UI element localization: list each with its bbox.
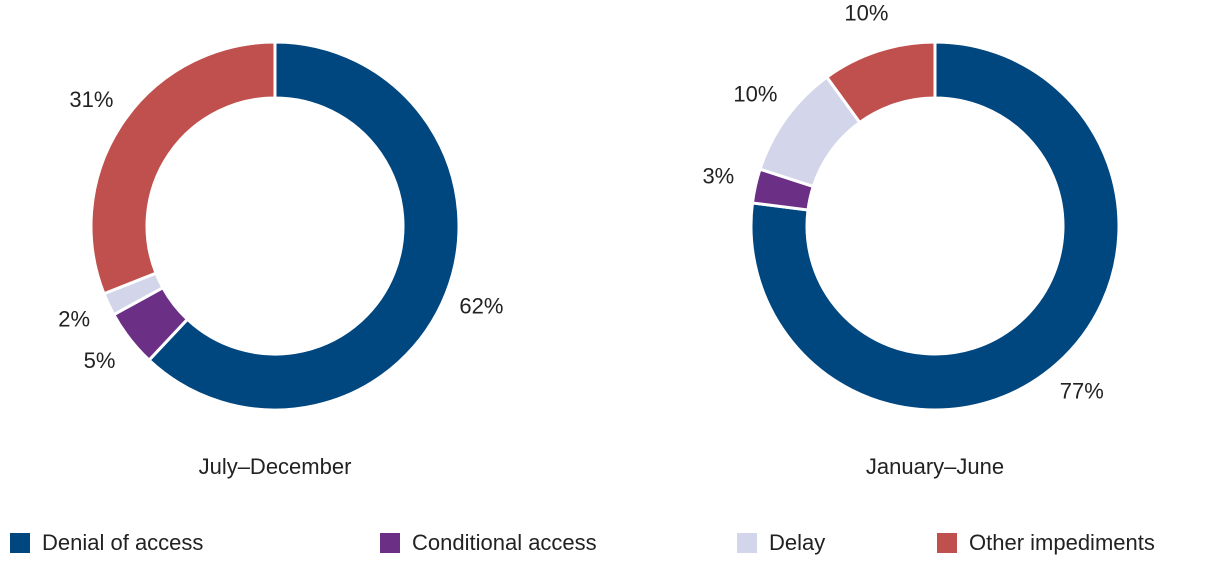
donut-slice (146, 40, 461, 412)
slice-label: 77% (1060, 378, 1104, 403)
donut-slice (89, 40, 277, 296)
donut-slice (824, 40, 937, 125)
legend-label: Other impediments (969, 530, 1155, 555)
slice-label: 62% (459, 294, 503, 319)
slice-label: 31% (69, 87, 113, 112)
legend-swatch (10, 533, 30, 553)
slice-label: 10% (733, 81, 777, 106)
legend-label: Conditional access (412, 530, 597, 555)
legend-swatch (737, 533, 757, 553)
slice-label: 3% (702, 163, 734, 188)
slice-label: 2% (58, 306, 90, 331)
chart-title: July–December (199, 454, 352, 479)
legend-swatch (380, 533, 400, 553)
slice-label: 10% (844, 1, 888, 26)
legend-swatch (937, 533, 957, 553)
legend-label: Denial of access (42, 530, 203, 555)
chart-title: January–June (866, 454, 1004, 479)
slice-label: 5% (84, 348, 116, 373)
donut-slice (749, 40, 1121, 412)
legend-label: Delay (769, 530, 825, 555)
